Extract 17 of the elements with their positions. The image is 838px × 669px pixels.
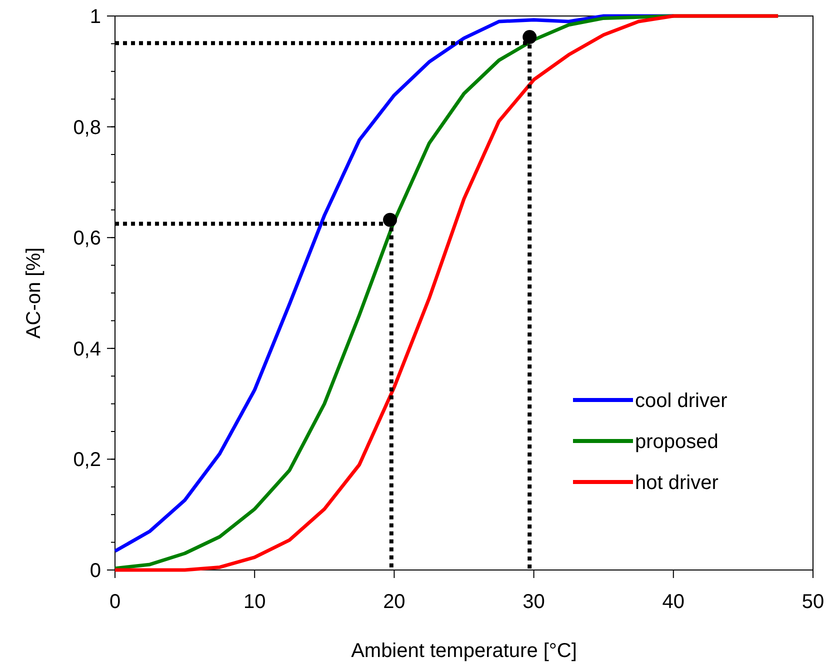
x-axis-title: Ambient temperature [°C] [351,640,577,662]
y-axis-title: AC-on [%] [23,247,45,339]
legend-label: proposed [635,431,718,453]
legend-label: hot driver [635,472,719,494]
y-tick-label: 0,4 [73,338,101,360]
x-tick-label: 0 [109,591,121,613]
y-tick-label: 0 [90,560,101,582]
y-tick-label: 0,8 [73,116,101,139]
x-tick-label: 30 [522,591,545,613]
y-tick-label: 0,6 [73,228,101,250]
x-tick-label: 40 [662,591,685,613]
legend-label: cool driver [635,390,728,412]
x-tick-label: 50 [802,591,824,613]
x-tick-label: 20 [383,591,406,613]
y-tick-label: 1 [90,6,101,28]
x-tick-label: 10 [243,591,266,613]
y-tick-label: 0,2 [73,449,101,472]
